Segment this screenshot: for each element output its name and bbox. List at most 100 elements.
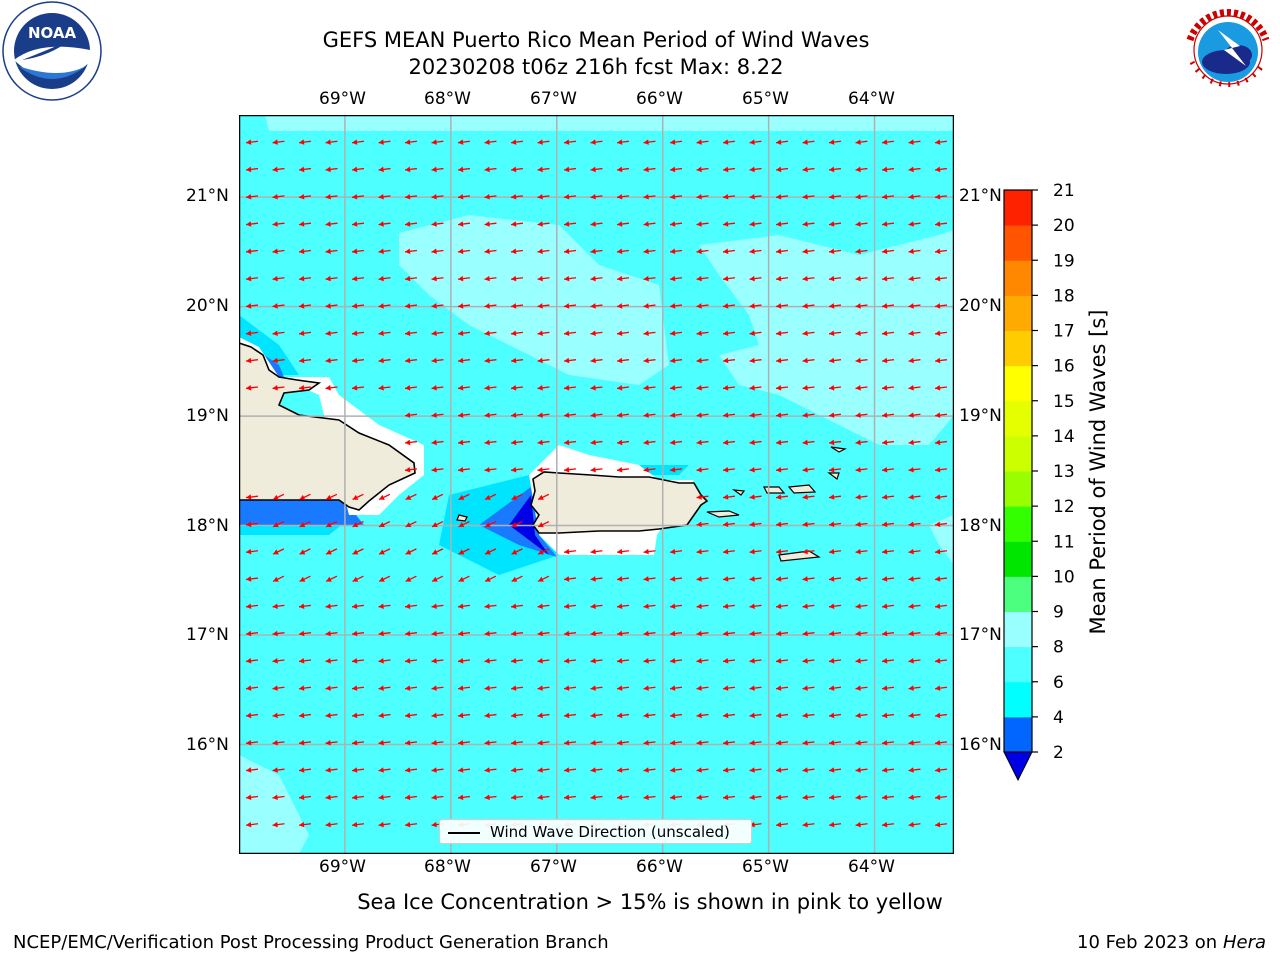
wave-direction-arrow — [590, 330, 603, 336]
wave-direction-arrow — [457, 439, 471, 446]
wave-direction-arrow — [457, 166, 471, 173]
wave-direction-arrow — [828, 139, 842, 145]
wave-direction-arrow — [378, 521, 391, 528]
wave-direction-arrow — [325, 166, 338, 173]
legend-line-sample — [448, 832, 480, 834]
wave-direction-arrow — [802, 221, 815, 227]
wave-direction-arrow — [537, 521, 550, 528]
wave-direction-arrow — [881, 494, 895, 500]
wave-direction-arrow — [563, 139, 577, 145]
wave-direction-arrow — [245, 739, 259, 746]
wave-direction-arrow — [404, 275, 418, 282]
wave-direction-arrow — [855, 739, 868, 746]
wave-direction-arrow — [484, 166, 497, 173]
wave-direction-arrow — [696, 685, 709, 691]
wave-direction-arrow — [616, 385, 630, 391]
wave-direction-arrow — [616, 630, 630, 637]
wave-direction-arrow — [881, 466, 895, 473]
wave-direction-arrow — [484, 685, 497, 691]
wave-direction-arrow — [696, 412, 709, 418]
lat-tick-right: 21°N — [959, 186, 1002, 206]
lat-tick-right: 18°N — [959, 516, 1002, 536]
wave-direction-arrow — [855, 139, 868, 145]
footer-machine-name: Hera — [1222, 932, 1266, 953]
wave-direction-arrow — [510, 385, 524, 391]
wave-direction-arrow — [431, 248, 444, 255]
wave-direction-arrow — [378, 166, 391, 173]
wave-direction-arrow — [908, 439, 921, 446]
wave-direction-arrow — [590, 193, 603, 200]
wave-direction-arrow — [351, 357, 365, 364]
footer-credit: NCEP/EMC/Verification Post Processing Pr… — [13, 932, 609, 953]
wave-direction-arrow — [563, 658, 577, 664]
colorbar-tick-label: 4 — [1053, 708, 1064, 728]
wave-direction-arrow — [696, 385, 709, 391]
wave-direction-arrow — [563, 466, 577, 473]
wave-direction-arrow — [457, 658, 471, 664]
wave-direction-arrow — [669, 767, 683, 773]
colorbar-tick-label: 10 — [1053, 567, 1075, 587]
land-anguilla-group — [830, 446, 847, 453]
wave-direction-arrow — [457, 630, 471, 637]
wave-direction-arrow — [510, 330, 524, 336]
wave-direction-arrow — [245, 221, 259, 227]
wave-direction-arrow — [272, 712, 285, 719]
wave-direction-arrow — [563, 275, 577, 282]
wave-direction-arrow — [669, 685, 683, 691]
wave-direction-arrow — [828, 466, 842, 473]
wave-direction-arrow — [352, 493, 364, 501]
colorbar-tick-label: 9 — [1053, 603, 1064, 623]
wave-direction-arrow — [431, 166, 444, 173]
wave-direction-arrow — [537, 139, 550, 145]
wave-direction-arrow — [934, 603, 948, 609]
wave-direction-arrow — [775, 248, 789, 255]
wave-direction-arrow — [908, 330, 921, 336]
wave-direction-arrow — [908, 576, 921, 582]
map-frame — [239, 115, 954, 854]
wave-direction-arrow — [405, 493, 417, 501]
wave-direction-arrow — [245, 767, 259, 773]
wave-direction-arrow — [669, 221, 683, 227]
wave-direction-arrow — [749, 412, 762, 418]
wave-direction-arrow — [881, 712, 895, 719]
wave-direction-arrow — [351, 739, 365, 746]
wave-direction-arrow — [484, 275, 497, 282]
wave-direction-arrow — [458, 575, 470, 582]
wave-direction-arrow — [590, 712, 603, 719]
wave-direction-arrow — [828, 603, 842, 609]
wave-direction-arrow — [458, 493, 470, 501]
wave-direction-arrow — [934, 439, 948, 446]
wave-direction-arrow — [245, 821, 259, 828]
wave-direction-arrow — [352, 548, 364, 555]
wave-direction-arrow — [828, 794, 842, 801]
wave-direction-arrow — [775, 357, 789, 364]
wave-direction-arrow — [298, 166, 312, 173]
wave-direction-arrow — [775, 685, 789, 691]
lon-tick-bottom: 67°W — [530, 857, 577, 877]
wave-direction-arrow — [749, 576, 762, 582]
colorbar-tick-label: 13 — [1053, 462, 1075, 482]
wave-direction-arrow — [378, 385, 391, 391]
wave-direction-arrow — [934, 385, 948, 391]
wave-direction-arrow — [669, 576, 683, 582]
wave-direction-arrow — [272, 275, 285, 282]
wave-direction-arrow — [828, 221, 842, 227]
wave-direction-arrow — [351, 630, 365, 637]
wave-direction-arrow — [908, 821, 921, 828]
wave-direction-arrow — [696, 521, 709, 528]
wave-direction-arrow — [378, 685, 391, 691]
wave-direction-arrow — [881, 521, 895, 528]
footer-date: 10 Feb 2023 on Hera — [1077, 932, 1266, 953]
wave-direction-arrow — [404, 357, 418, 364]
wave-direction-arrow — [378, 767, 391, 773]
wave-direction-arrow — [669, 385, 683, 391]
wave-direction-arrow — [457, 193, 471, 200]
wave-direction-arrow — [298, 248, 312, 255]
wave-direction-arrow — [351, 330, 365, 336]
noaa-logo: NOAA — [0, 0, 104, 104]
wave-direction-arrow — [775, 275, 789, 282]
wave-direction-arrow — [669, 794, 683, 801]
wave-direction-arrow — [458, 548, 470, 555]
wave-direction-arrow — [855, 521, 868, 528]
wave-direction-arrow — [775, 439, 789, 446]
